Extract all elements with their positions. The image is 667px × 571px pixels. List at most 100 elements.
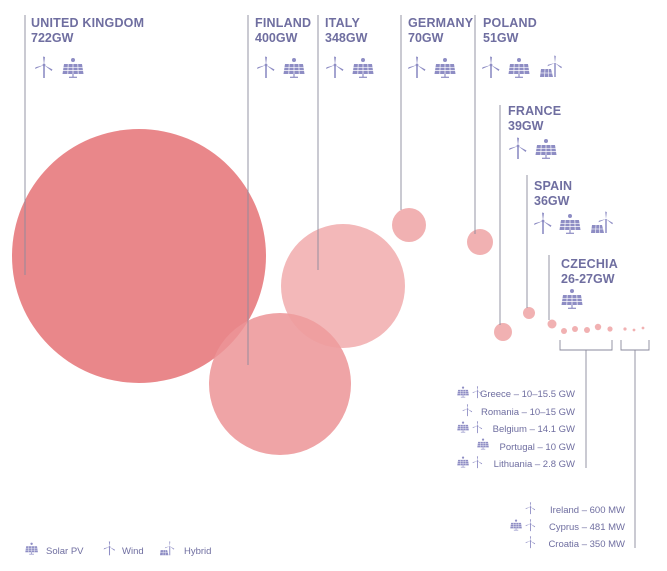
- hybrid-icon: [159, 540, 175, 556]
- solar-icon: [351, 57, 375, 78]
- wind-icon: [256, 55, 276, 79]
- solar-icon: [282, 57, 306, 78]
- bubble-czechia: [547, 319, 557, 329]
- label-germany: GERMANY 70GW: [407, 16, 474, 79]
- country-capacity: 39GW: [508, 119, 544, 133]
- country-capacity: 26-27GW: [561, 272, 615, 286]
- solar-icon: [433, 57, 457, 78]
- solar-icon: [476, 438, 490, 450]
- solar-icon: [560, 288, 584, 309]
- bubble-romania: [572, 326, 578, 332]
- country-capacity: 51GW: [483, 31, 519, 45]
- country-name: ITALY: [325, 16, 360, 30]
- wind-icon: [34, 55, 54, 79]
- wind-icon: [103, 540, 116, 556]
- label-spain: SPAIN 36GW: [533, 179, 614, 235]
- bubble-france: [494, 323, 512, 341]
- list-item: Portugal – 10 GW: [476, 438, 575, 453]
- list-item-label: Ireland – 600 MW: [550, 505, 625, 516]
- bubble-poland: [467, 229, 493, 255]
- list-item: Cyprus – 481 MW: [509, 518, 625, 533]
- country-capacity: 70GW: [408, 31, 444, 45]
- solar-icon: [61, 57, 85, 78]
- country-name: SPAIN: [534, 179, 572, 193]
- list-item: Lithuania – 2.8 GW: [456, 455, 575, 470]
- bubbles: [12, 129, 645, 455]
- bubble-cyprus: [632, 328, 636, 332]
- country-capacity: 348GW: [325, 31, 368, 45]
- solar-icon: [558, 213, 582, 234]
- gw-group-list: Greece – 10–15.5 GW Romania – 10–15 GW B…: [456, 385, 575, 470]
- wind-icon: [508, 136, 528, 160]
- legend-label: Hybrid: [184, 546, 211, 557]
- list-item: Croatia – 350 MW: [525, 535, 625, 550]
- list-item-label: Belgium – 14.1 GW: [493, 424, 575, 435]
- label-czechia: CZECHIA 26-27GW: [560, 257, 618, 309]
- list-item: Belgium – 14.1 GW: [456, 420, 575, 435]
- bubble-united-kingdom: [12, 129, 266, 383]
- bubble-portugal: [594, 323, 602, 331]
- hybrid-icon: [590, 210, 614, 234]
- wind-icon: [325, 55, 345, 79]
- solar-icon: [456, 456, 470, 468]
- mw-group-list: Ireland – 600 MW Cyprus – 481 MW Croatia…: [509, 501, 625, 550]
- legend-label: Solar PV: [46, 546, 84, 557]
- label-poland: POLAND 51GW: [481, 16, 563, 79]
- legend-item-hybrid: Hybrid: [159, 540, 211, 557]
- legend-item-solar: Solar PV: [24, 542, 84, 557]
- list-item-label: Lithuania – 2.8 GW: [494, 459, 575, 470]
- solar-icon: [534, 138, 558, 159]
- wind-icon: [525, 518, 536, 532]
- country-name: FRANCE: [508, 104, 561, 118]
- bubble-germany: [392, 208, 426, 242]
- country-capacity: 36GW: [534, 194, 570, 208]
- wind-icon: [525, 535, 536, 549]
- list-item-label: Greece – 10–15.5 GW: [480, 389, 575, 400]
- legend: Solar PV Wind Hybrid: [24, 540, 211, 557]
- country-capacity: 722GW: [31, 31, 74, 45]
- solar-icon: [24, 542, 39, 555]
- country-capacity: 400GW: [255, 31, 298, 45]
- leader-lines: [24, 15, 550, 365]
- country-name: CZECHIA: [561, 257, 618, 271]
- list-item-label: Cyprus – 481 MW: [549, 522, 625, 533]
- bubble-finland: [209, 313, 351, 455]
- wind-icon: [462, 403, 473, 417]
- wind-icon: [472, 455, 483, 469]
- solar-icon: [507, 57, 531, 78]
- bubble-croatia: [641, 326, 645, 330]
- label-finland: FINLAND 400GW: [255, 16, 311, 79]
- list-item-label: Portugal – 10 GW: [499, 442, 575, 453]
- country-name: UNITED KINGDOM: [31, 16, 144, 30]
- bubble-italy: [281, 224, 405, 348]
- list-item: Greece – 10–15.5 GW: [456, 385, 575, 400]
- list-item: Romania – 10–15 GW: [462, 403, 575, 418]
- country-name: FINLAND: [255, 16, 311, 30]
- solar-icon: [509, 519, 523, 531]
- bubble-spain: [523, 307, 535, 319]
- wind-icon: [533, 211, 553, 235]
- list-item: Ireland – 600 MW: [525, 501, 625, 516]
- bubble-ireland: [623, 327, 627, 331]
- label-france: FRANCE 39GW: [508, 104, 561, 160]
- wind-icon: [407, 55, 427, 79]
- bubble-greece: [561, 328, 567, 334]
- solar-icon: [456, 386, 470, 398]
- legend-item-wind: Wind: [103, 540, 144, 557]
- country-name: POLAND: [483, 16, 537, 30]
- list-item-label: Romania – 10–15 GW: [481, 407, 575, 418]
- hybrid-icon: [539, 54, 563, 78]
- country-labels: UNITED KINGDOM 722GW FINLAND 400GW ITALY…: [31, 16, 618, 309]
- wind-icon: [525, 501, 536, 515]
- legend-label: Wind: [122, 546, 144, 557]
- wind-icon: [472, 420, 483, 434]
- wind-icon: [481, 55, 501, 79]
- label-italy: ITALY 348GW: [325, 16, 375, 79]
- label-united-kingdom: UNITED KINGDOM 722GW: [31, 16, 144, 79]
- solar-icon: [456, 421, 470, 433]
- country-name: GERMANY: [408, 16, 474, 30]
- bubble-belgium: [584, 327, 590, 333]
- bracket-gw-group: [559, 340, 613, 468]
- list-item-label: Croatia – 350 MW: [548, 539, 625, 550]
